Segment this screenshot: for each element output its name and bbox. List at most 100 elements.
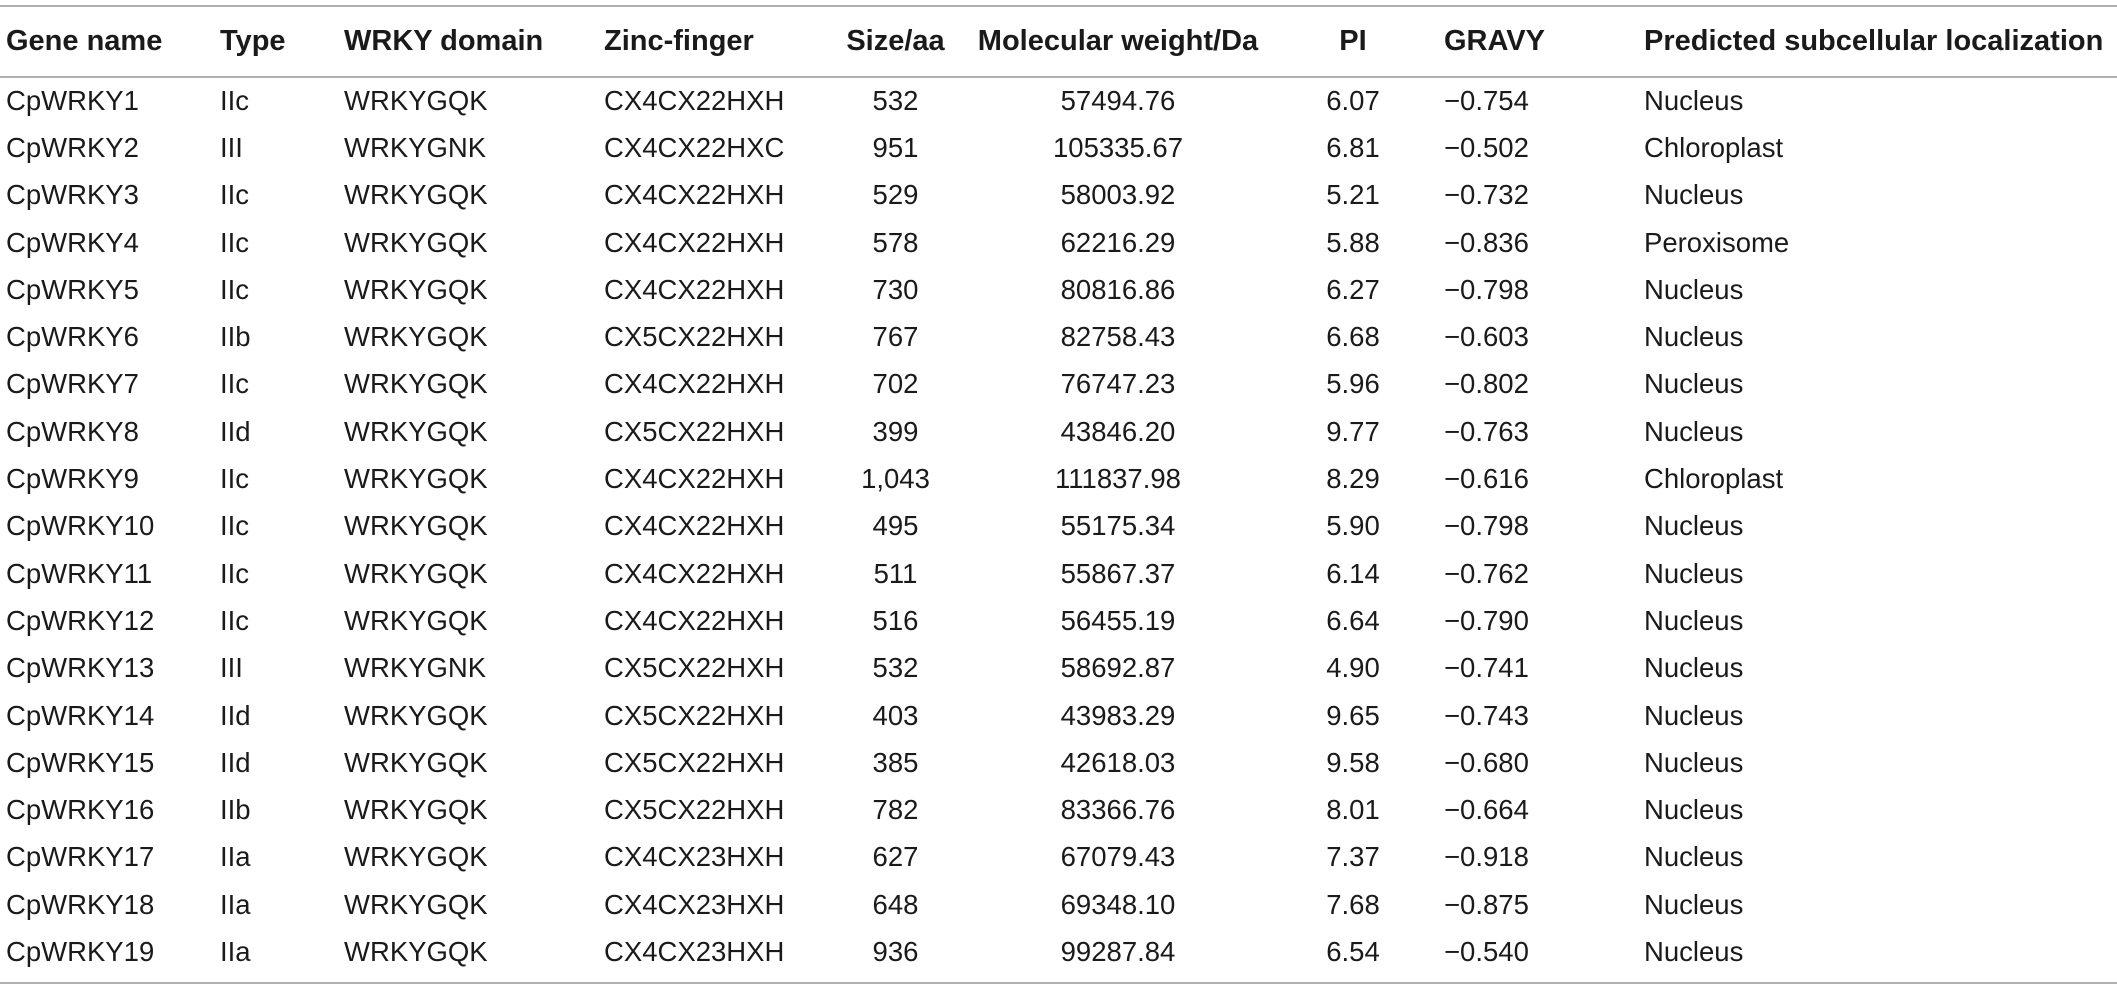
header-size: Size/aa bbox=[823, 7, 968, 78]
cell-wrky-domain: WRKYGQK bbox=[344, 226, 488, 258]
cell-size: 403 bbox=[872, 699, 919, 731]
cell-pi: 7.68 bbox=[1326, 888, 1380, 920]
cell-type: IIc bbox=[220, 510, 250, 542]
header-localization: Predicted subcellular localization bbox=[1638, 7, 2117, 78]
header-row: Gene name Type WRKY domain Zinc-finger S… bbox=[0, 7, 2117, 78]
cell-localization: Nucleus bbox=[1644, 415, 1744, 447]
cell-wrky-domain: WRKYGQK bbox=[344, 699, 488, 731]
cell-molecular-weight: 58692.87 bbox=[1060, 652, 1176, 684]
cell-type: IIc bbox=[220, 273, 250, 305]
cell-wrky-domain: WRKYGQK bbox=[344, 463, 488, 495]
table-row: CpWRKY17 IIa WRKYGQK CX4CX23HXH 627 67079.43 7… bbox=[0, 834, 2117, 881]
cell-size: 782 bbox=[872, 794, 919, 826]
table-row: CpWRKY1 IIc WRKYGQK CX4CX22HXH 532 57494.76 6.… bbox=[0, 77, 2117, 124]
cell-size: 767 bbox=[872, 321, 919, 353]
cell-wrky-domain: WRKYGQK bbox=[344, 604, 488, 636]
cell-zinc-finger: CX4CX22HXH bbox=[604, 226, 785, 258]
cell-pi: 6.68 bbox=[1326, 321, 1380, 353]
table-row: CpWRKY18 IIa WRKYGQK CX4CX23HXH 648 69348.10 7… bbox=[0, 881, 2117, 928]
cell-size: 730 bbox=[872, 273, 919, 305]
cell-localization: Chloroplast bbox=[1644, 131, 1784, 163]
table-row: CpWRKY4 IIc WRKYGQK CX4CX22HXH 578 62216.29 5.… bbox=[0, 219, 2117, 266]
cell-gene-name: CpWRKY12 bbox=[6, 604, 155, 636]
cell-type: IIa bbox=[220, 841, 251, 873]
cell-pi: 8.01 bbox=[1326, 794, 1380, 826]
cell-gravy: −0.763 bbox=[1444, 415, 1529, 447]
cell-molecular-weight: 105335.67 bbox=[1053, 131, 1183, 163]
cell-gravy: −0.732 bbox=[1444, 179, 1529, 211]
cell-type: IId bbox=[220, 699, 251, 731]
cell-pi: 9.77 bbox=[1326, 415, 1380, 447]
cell-pi: 5.21 bbox=[1326, 179, 1380, 211]
header-gene-name: Gene name bbox=[0, 7, 214, 78]
cell-molecular-weight: 83366.76 bbox=[1060, 794, 1176, 826]
cell-gene-name: CpWRKY16 bbox=[6, 794, 155, 826]
cell-pi: 8.29 bbox=[1326, 463, 1380, 495]
table-row: CpWRKY8 IId WRKYGQK CX5CX22HXH 399 43846.20 9.… bbox=[0, 408, 2117, 455]
cell-gene-name: CpWRKY17 bbox=[6, 841, 155, 873]
cell-zinc-finger: CX4CX22HXH bbox=[604, 463, 785, 495]
table-row: CpWRKY12 IIc WRKYGQK CX4CX22HXH 516 56455.19 6… bbox=[0, 597, 2117, 644]
cell-type: IIc bbox=[220, 226, 250, 258]
cell-zinc-finger: CX4CX22HXH bbox=[604, 368, 785, 400]
cell-molecular-weight: 69348.10 bbox=[1060, 888, 1176, 920]
cell-size: 648 bbox=[872, 888, 919, 920]
cell-gravy: −0.836 bbox=[1444, 226, 1529, 258]
cell-pi: 6.27 bbox=[1326, 273, 1380, 305]
cell-gravy: −0.798 bbox=[1444, 510, 1529, 542]
table-row: CpWRKY7 IIc WRKYGQK CX4CX22HXH 702 76747.23 5.… bbox=[0, 361, 2117, 408]
cell-gravy: −0.741 bbox=[1444, 652, 1529, 684]
table-row: CpWRKY10 IIc WRKYGQK CX4CX22HXH 495 55175.34 5… bbox=[0, 503, 2117, 550]
table-row: CpWRKY5 IIc WRKYGQK CX4CX22HXH 730 80816.86 6.… bbox=[0, 266, 2117, 313]
cell-type: III bbox=[220, 131, 243, 163]
cell-zinc-finger: CX4CX23HXH bbox=[604, 841, 785, 873]
cell-pi: 6.64 bbox=[1326, 604, 1380, 636]
cell-zinc-finger: CX5CX22HXH bbox=[604, 746, 785, 778]
table-row: CpWRKY2 III WRKYGNK CX4CX22HXC 951 105335.67 6… bbox=[0, 124, 2117, 171]
cell-zinc-finger: CX5CX22HXH bbox=[604, 699, 785, 731]
cell-type: IIa bbox=[220, 935, 251, 967]
cell-gravy: −0.664 bbox=[1444, 794, 1529, 826]
top-rule bbox=[0, 5, 2117, 7]
cell-size: 516 bbox=[872, 604, 919, 636]
cell-pi: 6.07 bbox=[1326, 85, 1380, 117]
cell-localization: Nucleus bbox=[1644, 557, 1744, 589]
cell-wrky-domain: WRKYGNK bbox=[344, 652, 487, 684]
cell-size: 385 bbox=[872, 746, 919, 778]
cell-gravy: −0.762 bbox=[1444, 557, 1529, 589]
cell-type: IIc bbox=[220, 557, 250, 589]
cell-localization: Nucleus bbox=[1644, 179, 1744, 211]
cell-molecular-weight: 62216.29 bbox=[1060, 226, 1176, 258]
cell-localization: Nucleus bbox=[1644, 368, 1744, 400]
cell-wrky-domain: WRKYGQK bbox=[344, 321, 488, 353]
cell-type: IId bbox=[220, 415, 251, 447]
cell-wrky-domain: WRKYGQK bbox=[344, 415, 488, 447]
cell-molecular-weight: 43983.29 bbox=[1060, 699, 1176, 731]
cell-localization: Nucleus bbox=[1644, 699, 1744, 731]
header-zinc-finger: Zinc-finger bbox=[598, 7, 823, 78]
cell-pi: 6.81 bbox=[1326, 131, 1380, 163]
header-type: Type bbox=[214, 7, 338, 78]
cell-localization: Nucleus bbox=[1644, 888, 1744, 920]
cell-wrky-domain: WRKYGQK bbox=[344, 746, 488, 778]
cell-localization: Nucleus bbox=[1644, 652, 1744, 684]
cell-type: IIb bbox=[220, 794, 251, 826]
cell-wrky-domain: WRKYGNK bbox=[344, 131, 487, 163]
wrky-gene-table: Gene name Type WRKY domain Zinc-finger S… bbox=[0, 7, 2117, 976]
cell-molecular-weight: 111837.98 bbox=[1055, 463, 1181, 495]
cell-localization: Nucleus bbox=[1644, 321, 1744, 353]
cell-gene-name: CpWRKY2 bbox=[6, 131, 139, 163]
cell-gravy: −0.540 bbox=[1444, 935, 1529, 967]
cell-type: III bbox=[220, 652, 243, 684]
cell-gene-name: CpWRKY4 bbox=[6, 226, 139, 258]
cell-gene-name: CpWRKY7 bbox=[6, 368, 139, 400]
cell-type: IIc bbox=[220, 85, 250, 117]
cell-molecular-weight: 80816.86 bbox=[1060, 273, 1176, 305]
cell-localization: Nucleus bbox=[1644, 273, 1744, 305]
cell-pi: 7.37 bbox=[1326, 841, 1380, 873]
cell-localization: Chloroplast bbox=[1644, 463, 1784, 495]
cell-gravy: −0.603 bbox=[1444, 321, 1529, 353]
cell-molecular-weight: 55867.37 bbox=[1060, 557, 1176, 589]
cell-wrky-domain: WRKYGQK bbox=[344, 85, 488, 117]
